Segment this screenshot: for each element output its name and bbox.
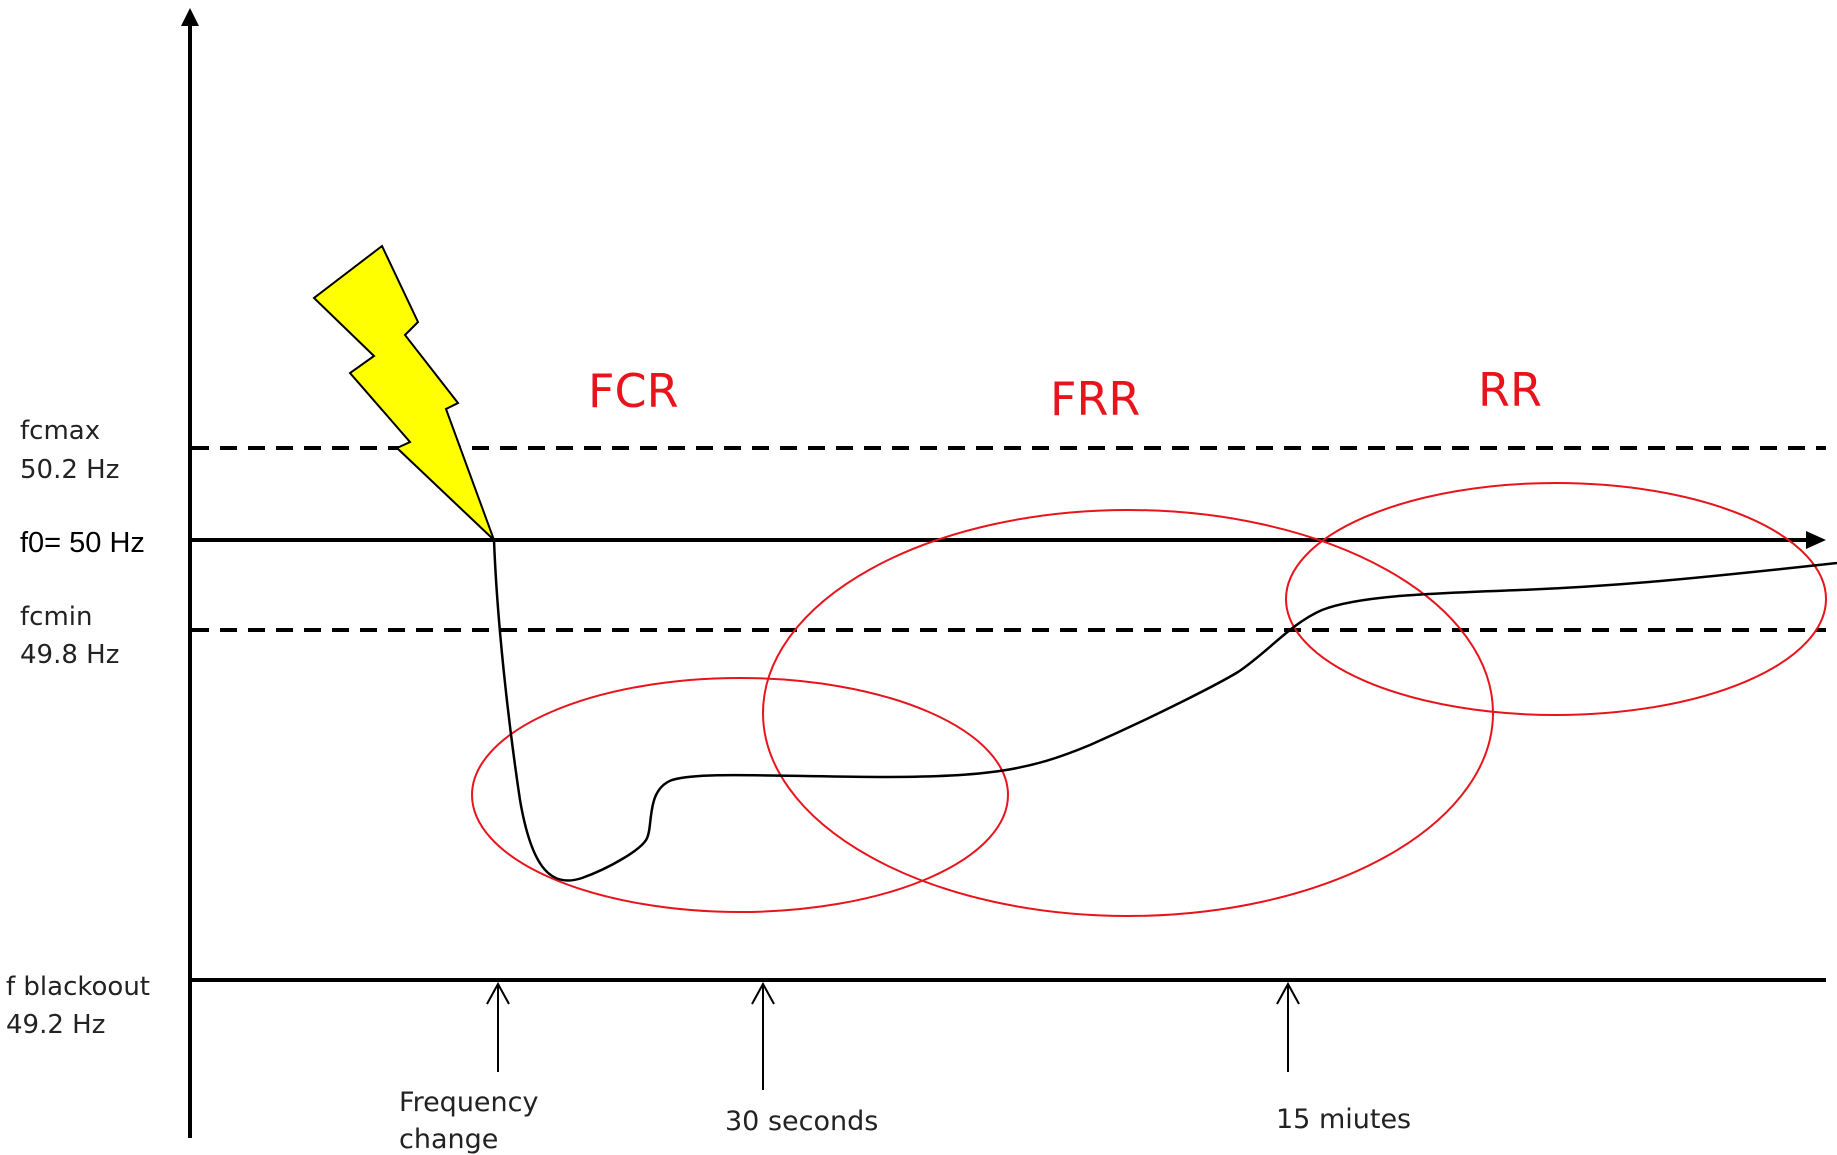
fifteen-minutes-label: 15 miutes: [1276, 1104, 1411, 1135]
fcmax-value-label: 50.2 Hz: [20, 455, 119, 485]
fcmax-name-label: fcmax: [20, 416, 100, 446]
frequency-curve: [492, 539, 1837, 882]
thirty-seconds-label: 30 seconds: [725, 1106, 878, 1137]
frr-label: FRR: [1050, 372, 1140, 426]
fcmin-name-label: fcmin: [20, 602, 92, 632]
fcr-label: FCR: [588, 364, 679, 418]
fifteen-minutes-marker: [1276, 981, 1300, 1072]
y-axis-arrowhead: [181, 8, 199, 26]
blackout-value-label: 49.2 Hz: [6, 1010, 105, 1040]
frequency-change-label-line2: change: [399, 1124, 498, 1155]
f0-label: f0= 50 Hz: [20, 527, 145, 559]
lightning-bolt-icon: [312, 244, 495, 541]
frr-ellipse: [762, 509, 1494, 917]
thirty-seconds-marker: [751, 981, 775, 1090]
rr-ellipse: [1285, 482, 1827, 716]
rr-label: RR: [1478, 363, 1542, 417]
frequency-change-label-line1: Frequency: [399, 1087, 539, 1118]
fcr-ellipse: [471, 677, 1009, 913]
blackout-name-label: f blackoout: [6, 972, 150, 1002]
f0-arrowhead: [1806, 531, 1826, 549]
fcmin-value-label: 49.8 Hz: [20, 640, 119, 670]
frequency-change-marker: [486, 981, 510, 1072]
